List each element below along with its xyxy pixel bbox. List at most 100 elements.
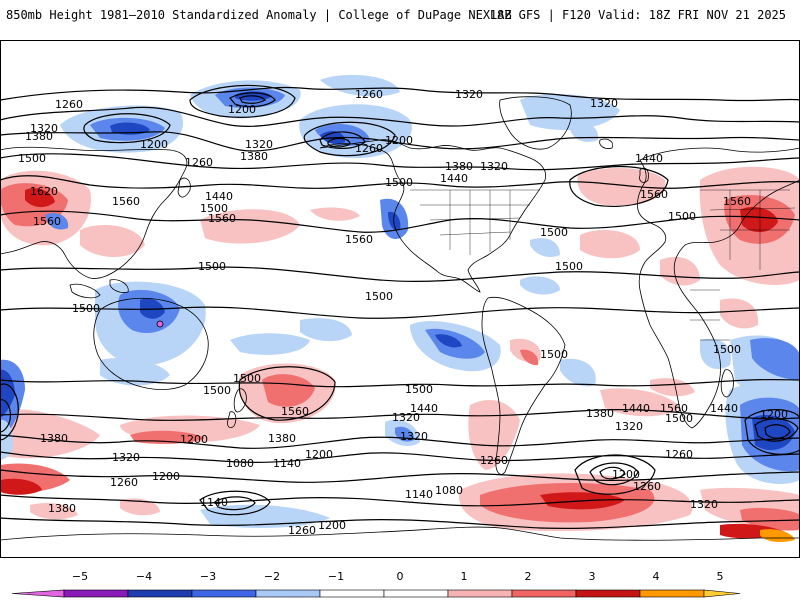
colorbar-swatches — [11, 589, 741, 598]
colorbar-tick-label: 0 — [397, 570, 404, 583]
contour-label: 1260 — [665, 448, 693, 461]
contour-label: 1500 — [18, 152, 46, 165]
contour-label: 1320 — [480, 160, 508, 173]
height-contours — [0, 84, 800, 530]
colorbar-tick-label: 4 — [653, 570, 660, 583]
contour-label: 1560 — [281, 405, 309, 418]
contour-label: 1200 — [612, 468, 640, 481]
contour-label: 1200 — [760, 408, 788, 421]
colorbar-swatch — [639, 589, 705, 598]
contour-label: 1320 — [590, 97, 618, 110]
header: 850mb Height 1981–2010 Standardized Anom… — [0, 0, 800, 32]
anomaly-map: 1260 1200 1260 1320 1320 1320 1380 1200 … — [0, 40, 800, 558]
contour-label: 1500 — [203, 384, 231, 397]
contour-label: 1320 — [30, 122, 58, 135]
contour-label: 1260 — [55, 98, 83, 111]
contour-label: 1320 — [245, 138, 273, 151]
contour-label: 1380 — [48, 502, 76, 515]
contour-labels: 1260 1200 1260 1320 1320 1320 1380 1200 … — [18, 88, 788, 537]
contour-label: 1560 — [723, 195, 751, 208]
contour-label: 1500 — [233, 372, 261, 385]
contour-label: 1440 — [205, 190, 233, 203]
colorbar-swatch — [255, 589, 321, 598]
contour-label: 1500 — [713, 343, 741, 356]
contour-label: 1560 — [112, 195, 140, 208]
contour-label: 1560 — [640, 188, 668, 201]
contour-label: 1380 — [25, 130, 53, 143]
contour-label: 1500 — [365, 290, 393, 303]
colorbar-swatch — [191, 589, 257, 598]
anomaly-colorbar: −5 −4 −3 −2 −1 0 1 2 3 4 5 — [11, 570, 741, 598]
colorbar-swatch — [11, 589, 65, 598]
coastlines — [0, 96, 800, 558]
contour-label: 1200 — [305, 448, 333, 461]
contour-label: 1320 — [392, 411, 420, 424]
colorbar-tick-label: −3 — [200, 570, 216, 583]
map-title: 850mb Height 1981–2010 Standardized Anom… — [6, 8, 512, 22]
contour-label: 1620 — [30, 185, 58, 198]
colorbar-swatch — [127, 589, 193, 598]
contour-label: 1320 — [112, 451, 140, 464]
colorbar-swatch — [63, 589, 129, 598]
contour-label: 1260 — [633, 480, 661, 493]
contour-label: 1560 — [33, 215, 61, 228]
colorbar-swatch — [383, 589, 449, 598]
contour-label: 1260 — [110, 476, 138, 489]
contour-label: 1320 — [615, 420, 643, 433]
colorbar-tick-label: 5 — [717, 570, 724, 583]
contour-label: 1560 — [345, 233, 373, 246]
contour-label: 1260 — [288, 524, 316, 537]
contour-label: 1500 — [540, 348, 568, 361]
colorbar-tick-label: −2 — [264, 570, 280, 583]
contour-label: 1440 — [440, 172, 468, 185]
contour-label: 1560 — [660, 402, 688, 415]
contour-label: 1140 — [200, 496, 228, 509]
contour-label: 1500 — [198, 260, 226, 273]
contour-label: 1200 — [318, 519, 346, 532]
contour-label: 1500 — [385, 176, 413, 189]
colorbar-swatch — [575, 589, 641, 598]
contour-label: 1200 — [152, 470, 180, 483]
contour-label: 1500 — [405, 383, 433, 396]
contour-label: 1500 — [665, 412, 693, 425]
contour-label: 1500 — [200, 202, 228, 215]
contour-label: 1380 — [586, 407, 614, 420]
contour-label: 1380 — [40, 432, 68, 445]
contour-label: 1080 — [435, 484, 463, 497]
political-borders — [410, 189, 796, 341]
colorbar-swatch — [511, 589, 577, 598]
contour-label: 1560 — [208, 212, 236, 225]
contour-label: 1380 — [240, 150, 268, 163]
colorbar-tick-label: −1 — [328, 570, 344, 583]
contour-label: 1260 — [185, 156, 213, 169]
contour-label: 1200 — [228, 103, 256, 116]
colorbar-tick-label: −4 — [136, 570, 152, 583]
contour-label: 1320 — [400, 430, 428, 443]
contour-label: 1200 — [385, 134, 413, 147]
contour-label: 1440 — [635, 152, 663, 165]
contour-label: 1260 — [355, 88, 383, 101]
contour-label: 1260 — [355, 142, 383, 155]
contour-label: 1440 — [622, 402, 650, 415]
contour-label: 1260 — [480, 454, 508, 467]
contour-label: 1380 — [445, 160, 473, 173]
contour-label: 1200 — [140, 138, 168, 151]
contour-label: 1500 — [72, 302, 100, 315]
colorbar-tick-label: 2 — [525, 570, 532, 583]
contour-label: 1500 — [668, 210, 696, 223]
contour-label: 1200 — [180, 433, 208, 446]
contour-label: 1140 — [273, 457, 301, 470]
colorbar-tick-label: −5 — [72, 570, 88, 583]
colorbar-swatch — [319, 589, 385, 598]
contour-label: 1500 — [555, 260, 583, 273]
anomaly-pos-atlantic — [577, 168, 666, 206]
contour-label: 1500 — [540, 226, 568, 239]
colorbar-swatch — [703, 589, 741, 598]
contour-label: 1440 — [710, 402, 738, 415]
contour-label: 1320 — [455, 88, 483, 101]
colorbar-tick-labels: −5 −4 −3 −2 −1 0 1 2 3 4 5 — [72, 570, 724, 583]
colorbar-swatch — [447, 589, 513, 598]
run-info: 18Z GFS | F120 Valid: 18Z FRI NOV 21 202… — [489, 8, 786, 22]
contour-label: 1140 — [405, 488, 433, 501]
contour-label: 1440 — [410, 402, 438, 415]
